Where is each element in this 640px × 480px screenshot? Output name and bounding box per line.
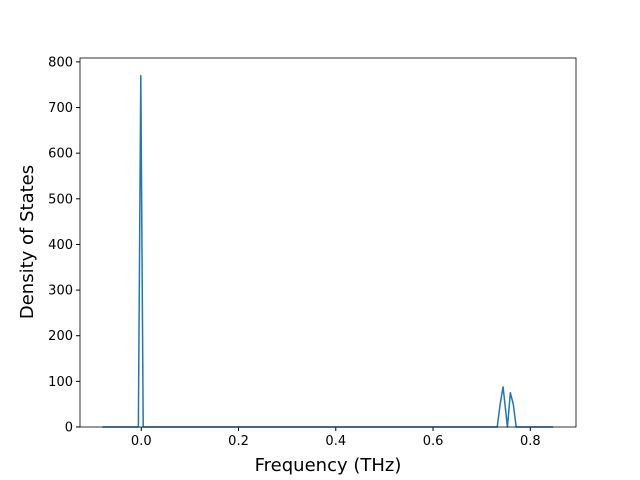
y-tick-label: 700 bbox=[48, 101, 73, 116]
x-tick-label: 0.8 bbox=[520, 434, 541, 449]
y-tick-label: 0 bbox=[65, 421, 73, 436]
x-tick-label: 0.6 bbox=[423, 434, 444, 449]
line bbox=[102, 74, 554, 428]
y-tick-label: 200 bbox=[48, 329, 73, 344]
x-axis-label: Frequency (THz) bbox=[255, 455, 402, 476]
x-tick-label: 0.0 bbox=[131, 434, 152, 449]
y-tick-label: 500 bbox=[48, 192, 73, 207]
x-tick-label: 0.4 bbox=[325, 434, 346, 449]
x-tick-label: 0.2 bbox=[228, 434, 249, 449]
y-tick-label: 800 bbox=[48, 55, 73, 70]
y-tick-label: 300 bbox=[48, 284, 73, 299]
y-tick-label: 400 bbox=[48, 238, 73, 253]
y-axis-label: Density of States bbox=[17, 165, 38, 319]
plot-frame bbox=[79, 57, 577, 428]
y-tick-label: 100 bbox=[48, 375, 73, 390]
y-tick-label: 600 bbox=[48, 147, 73, 162]
